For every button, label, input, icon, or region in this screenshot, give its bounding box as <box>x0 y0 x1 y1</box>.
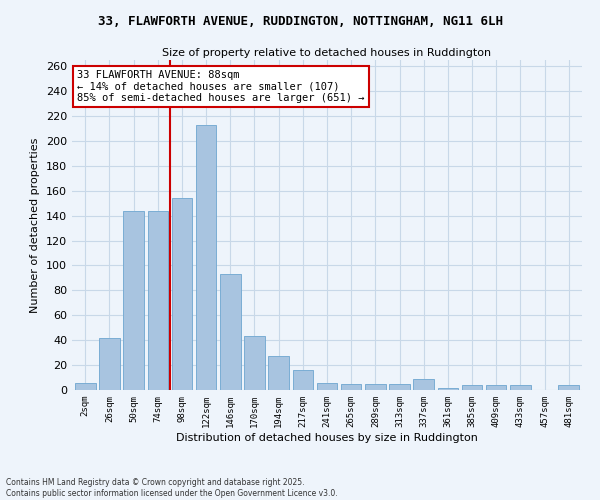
Y-axis label: Number of detached properties: Number of detached properties <box>31 138 40 312</box>
Bar <box>413 379 434 390</box>
Text: Contains HM Land Registry data © Crown copyright and database right 2025.
Contai: Contains HM Land Registry data © Crown c… <box>6 478 338 498</box>
X-axis label: Distribution of detached houses by size in Ruddington: Distribution of detached houses by size … <box>176 432 478 442</box>
Bar <box>317 382 337 390</box>
Bar <box>75 382 95 390</box>
Bar <box>510 385 530 390</box>
Bar <box>99 338 120 390</box>
Bar <box>462 385 482 390</box>
Title: Size of property relative to detached houses in Ruddington: Size of property relative to detached ho… <box>163 48 491 58</box>
Text: 33 FLAWFORTH AVENUE: 88sqm
← 14% of detached houses are smaller (107)
85% of sem: 33 FLAWFORTH AVENUE: 88sqm ← 14% of deta… <box>77 70 365 103</box>
Bar <box>220 274 241 390</box>
Bar <box>172 198 192 390</box>
Bar <box>341 384 361 390</box>
Bar <box>148 210 168 390</box>
Bar <box>196 125 217 390</box>
Bar <box>389 384 410 390</box>
Text: 33, FLAWFORTH AVENUE, RUDDINGTON, NOTTINGHAM, NG11 6LH: 33, FLAWFORTH AVENUE, RUDDINGTON, NOTTIN… <box>97 15 503 28</box>
Bar <box>437 388 458 390</box>
Bar <box>559 385 579 390</box>
Bar <box>124 210 144 390</box>
Bar <box>486 385 506 390</box>
Bar <box>244 336 265 390</box>
Bar <box>293 370 313 390</box>
Bar <box>268 356 289 390</box>
Bar <box>365 384 386 390</box>
